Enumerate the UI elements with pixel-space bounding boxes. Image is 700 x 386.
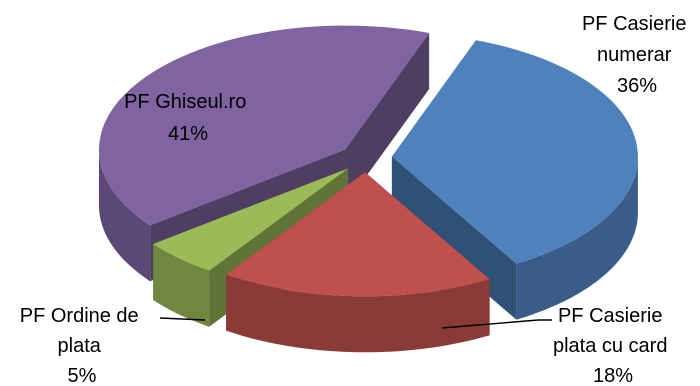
leader-lines: [159, 317, 552, 329]
leader-line-card: [441, 319, 552, 329]
slice-label-numerar: PF Casierie numerar 36%: [582, 13, 692, 97]
slice-label-card: PF Casierie plata cu card 18%: [553, 305, 673, 386]
slice-card: [226, 172, 490, 297]
slice-wall-card: [226, 274, 490, 353]
slice-label-card-line2: plata cu card: [553, 335, 668, 357]
slice-wall-ordine: [153, 244, 210, 327]
slice-label-ordine-line1: PF Ordine de: [20, 305, 139, 327]
slice-label-ordine: PF Ordine de plata 5%: [20, 305, 145, 386]
slice-label-numerar-line1: PF Casierie: [582, 13, 686, 35]
data-labels: PF Casierie numerar 36% PF Casierie plat…: [20, 13, 692, 386]
slice-percent-ordine: 5%: [68, 365, 97, 386]
slice-percent-numerar: 36%: [617, 75, 657, 97]
slice-label-ghiseul: PF Ghiseul.ro 41%: [124, 91, 252, 145]
slice-ordine: [153, 168, 349, 271]
slice-side-ghiseul-end: [345, 33, 430, 206]
slice-wall-numerar: [516, 154, 638, 320]
pie-tops: [99, 25, 638, 297]
slice-label-ghiseul-line1: PF Ghiseul.ro: [124, 91, 246, 113]
slice-percent-ghiseul: 41%: [168, 123, 208, 145]
slice-label-numerar-line2: numerar: [597, 44, 672, 66]
slice-percent-card: 18%: [593, 365, 633, 386]
slice-wall-ghiseul: [99, 148, 151, 282]
slice-ghiseul: [99, 25, 430, 226]
leader-line-ordine: [159, 317, 206, 321]
slice-numerar: [391, 40, 638, 264]
slice-label-card-line1: PF Casierie: [558, 305, 662, 327]
slice-label-ordine-line2: plata: [58, 335, 102, 357]
